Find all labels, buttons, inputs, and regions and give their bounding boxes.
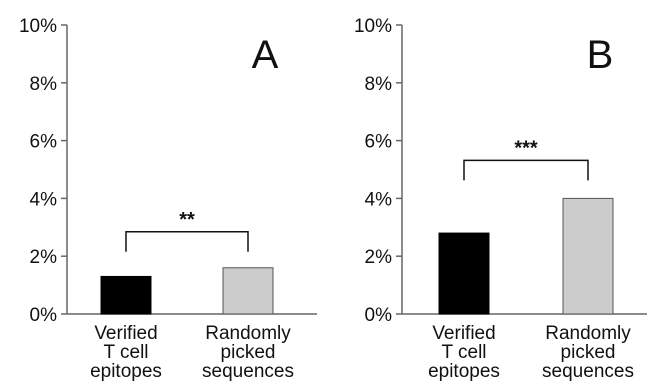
category-label: Verified T cell epitopes xyxy=(428,323,500,382)
y-tick-label: 8% xyxy=(30,74,58,95)
y-tick-label: 0% xyxy=(30,305,58,326)
chart-panel-b: 0% 2% 4% 6% 8% 10% Verified T cell epitopes Rando… xyxy=(354,16,647,382)
category-label: Verified T cell epitopes xyxy=(90,323,162,382)
significance-bracket xyxy=(463,159,589,181)
significance-label: ** xyxy=(179,209,195,231)
bar-randomly-picked-sequences xyxy=(562,197,614,315)
y-tick-label: 6% xyxy=(30,132,58,153)
y-tick-label: 10% xyxy=(19,16,57,37)
chart-panel-a: 0% 2% 4% 6% 8% 10% Verified T cell epitopes Rando… xyxy=(19,16,317,382)
panel-label: B xyxy=(587,33,614,77)
significance-bracket xyxy=(125,231,249,252)
y-tick-label: 10% xyxy=(354,16,392,37)
y-tick-label: 4% xyxy=(30,189,58,210)
panel-label: A xyxy=(252,33,279,77)
y-tick-label: 6% xyxy=(365,132,393,153)
bar-verified-t-cell-epitopes xyxy=(100,275,152,315)
bar-randomly-picked-sequences xyxy=(222,267,274,315)
y-tick-label: 2% xyxy=(30,247,58,268)
y-tick-label: 8% xyxy=(365,74,393,95)
y-tick-label: 0% xyxy=(365,305,393,326)
y-tick-label: 4% xyxy=(365,189,393,210)
y-tick-label: 2% xyxy=(365,247,393,268)
significance-label: *** xyxy=(514,137,538,159)
category-label: Randomly picked sequences xyxy=(202,323,294,382)
category-label: Randomly picked sequences xyxy=(542,323,634,382)
bar-verified-t-cell-epitopes xyxy=(438,232,490,315)
